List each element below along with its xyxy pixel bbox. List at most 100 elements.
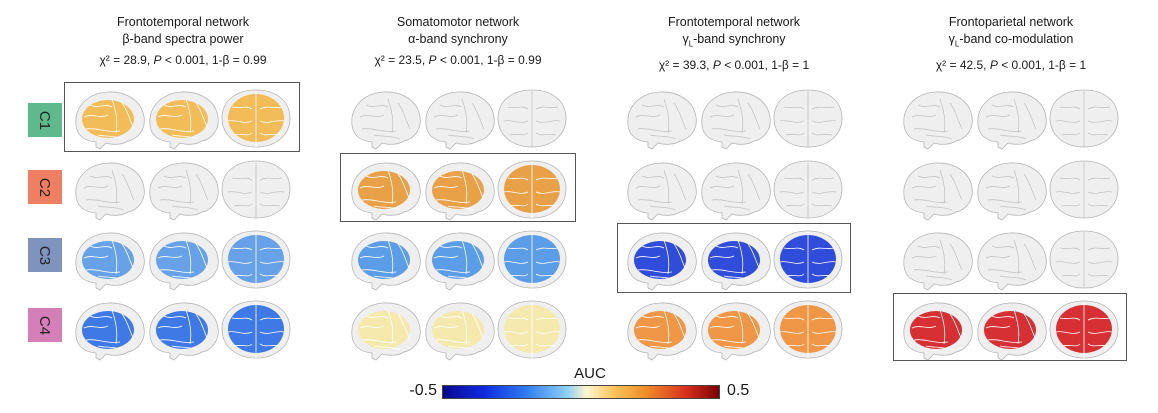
brain-lateral-view: [75, 91, 145, 150]
activation-region: [358, 311, 410, 349]
brain-lateral-view: [903, 162, 973, 221]
stat-line: χ² = 23.5, P < 0.001, 1-β = 0.99: [374, 53, 542, 67]
brain-map-cell: [900, 298, 1122, 361]
brain-map-cell: [624, 158, 846, 221]
brain-top-view: [773, 160, 843, 219]
activation-region: [910, 311, 962, 349]
row-label-c3: C3: [28, 238, 62, 272]
brain-map-cell: [624, 228, 846, 291]
brain-lateral-view: [701, 162, 771, 221]
brain-map-cell: [624, 87, 846, 150]
brain-top-view: [497, 160, 567, 219]
brain-lateral-view: [351, 91, 421, 150]
brain-top-view: [1049, 230, 1119, 289]
brain-lateral-view: [977, 91, 1047, 150]
brain-map-cell: [72, 87, 294, 150]
brain-top-view: [497, 300, 567, 359]
brain-top-view: [221, 300, 291, 359]
brain-lateral-view: [351, 302, 421, 361]
activation-region: [358, 241, 410, 279]
brain-lateral-view: [149, 232, 219, 291]
brain-top-view: [773, 300, 843, 359]
activation-region: [156, 100, 208, 138]
activation-region: [708, 241, 760, 279]
activation-region: [156, 241, 208, 279]
brain-lateral-view: [903, 91, 973, 150]
band-name: γL-band co-modulation: [948, 32, 1074, 49]
row-label-c1: C1: [28, 103, 62, 137]
brain-lateral-view: [75, 302, 145, 361]
band-name: γL-band synchrony: [682, 32, 786, 49]
network-name: Somatomotor network: [396, 15, 520, 29]
activation-region: [634, 241, 686, 279]
brain-lateral-view: [903, 302, 973, 361]
stat-line: χ² = 39.3, P < 0.001, 1-β = 1: [658, 57, 810, 72]
brain-lateral-view: [627, 232, 697, 291]
activation-region: [156, 311, 208, 349]
brain-top-view: [497, 89, 567, 148]
brain-lateral-view: [149, 302, 219, 361]
brain-lateral-view: [351, 232, 421, 291]
brain-lateral-view: [627, 302, 697, 361]
activation-region: [432, 311, 484, 349]
column-header-2: Somatomotor network α-band synchrony χ² …: [328, 14, 588, 69]
brain-map-cell: [900, 87, 1122, 150]
brain-lateral-view: [627, 91, 697, 150]
brain-map-cell: [624, 298, 846, 361]
column-header-1: Frontotemporal network β-band spectra po…: [53, 14, 313, 69]
band-name: β-band spectra power: [122, 32, 244, 46]
activation-region: [82, 311, 134, 349]
network-name: Frontotemporal network: [667, 15, 800, 29]
brain-map-cell: [348, 87, 570, 150]
activation-region: [708, 311, 760, 349]
brain-map-cell: [900, 228, 1122, 291]
brain-lateral-view: [977, 302, 1047, 361]
network-name: Frontotemporal network: [116, 15, 249, 29]
activation-region: [358, 171, 410, 209]
brain-map-cell: [900, 158, 1122, 221]
stat-line: χ² = 28.9, P < 0.001, 1-β = 0.99: [99, 53, 267, 67]
stat-line: χ² = 42.5, P < 0.001, 1-β = 1: [935, 57, 1087, 72]
brain-map-cell: [348, 158, 570, 221]
activation-region: [634, 311, 686, 349]
brain-lateral-view: [75, 162, 145, 221]
brain-lateral-view: [425, 232, 495, 291]
brain-top-view: [773, 230, 843, 289]
row-label-c4: C4: [28, 308, 62, 342]
network-name: Frontoparietal network: [948, 15, 1074, 29]
brain-lateral-view: [351, 162, 421, 221]
column-header-4: Frontoparietal network γL-band co-modula…: [881, 14, 1141, 74]
highlight-box-c2: [340, 153, 576, 222]
brain-lateral-view: [425, 302, 495, 361]
brain-top-view: [1049, 300, 1119, 359]
column-header-3: Frontotemporal network γL-band synchrony…: [604, 14, 864, 74]
brain-top-view: [1049, 89, 1119, 148]
activation-region: [432, 171, 484, 209]
colorbar: [442, 385, 720, 399]
colorbar-min-label: -0.5: [409, 382, 437, 399]
brain-lateral-view: [75, 232, 145, 291]
brain-lateral-view: [977, 232, 1047, 291]
brain-top-view: [1049, 160, 1119, 219]
colorbar-title: AUC: [574, 365, 606, 382]
brain-lateral-view: [425, 91, 495, 150]
brain-lateral-view: [425, 162, 495, 221]
brain-map-cell: [348, 228, 570, 291]
brain-map-cell: [348, 298, 570, 361]
brain-top-view: [221, 230, 291, 289]
band-name: α-band synchrony: [408, 32, 508, 46]
brain-lateral-view: [701, 232, 771, 291]
activation-region: [82, 100, 134, 138]
colorbar-max-label: 0.5: [727, 382, 750, 399]
highlight-box-c3: [617, 223, 851, 293]
row-label-c2: C2: [28, 170, 62, 204]
brain-lateral-view: [701, 91, 771, 150]
brain-map-cell: [72, 228, 294, 291]
brain-lateral-view: [903, 232, 973, 291]
brain-lateral-view: [977, 162, 1047, 221]
activation-region: [984, 311, 1036, 349]
activation-region: [432, 241, 484, 279]
brain-lateral-view: [701, 302, 771, 361]
brain-lateral-view: [149, 162, 219, 221]
brain-top-view: [221, 89, 291, 148]
